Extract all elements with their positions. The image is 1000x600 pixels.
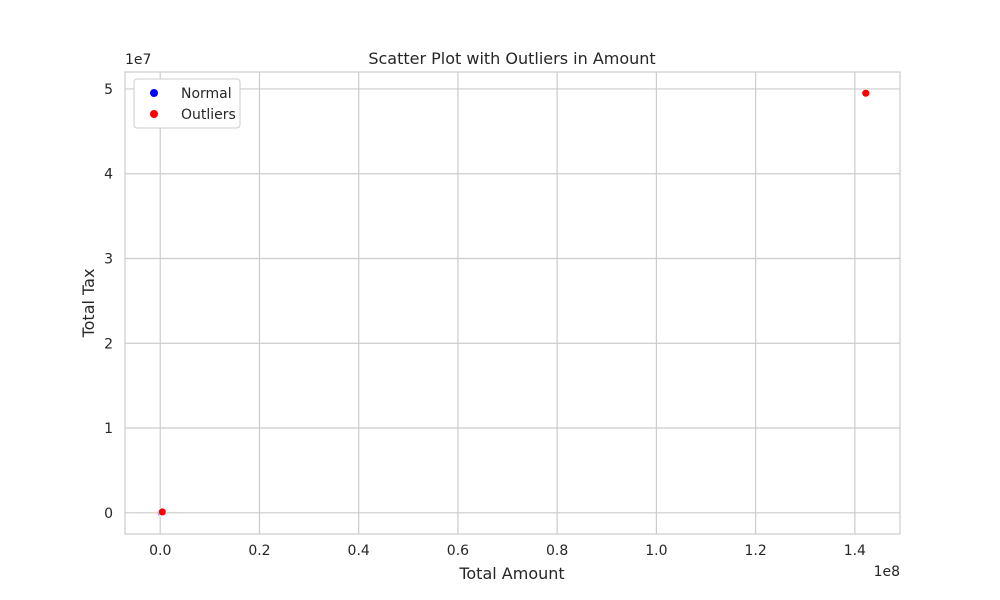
x-tick-label: 1.0	[645, 543, 667, 559]
plot-frame	[124, 71, 901, 535]
x-tick-label: 0.6	[447, 543, 469, 559]
y-tick-label: 5	[104, 82, 113, 98]
y-tick-label: 1	[104, 421, 113, 437]
y-tick-label: 2	[104, 336, 113, 352]
y-offset-label: 1e7	[125, 52, 151, 68]
legend-box	[133, 78, 241, 129]
y-tick-labels: 0 1 2 3 4 5	[104, 82, 113, 522]
data-point-outliers	[861, 88, 871, 98]
x-tick-label: 1.2	[744, 543, 766, 559]
y-axis-label: Total Tax	[79, 269, 98, 339]
y-tick-label: 3	[104, 251, 113, 267]
x-axis-label: Total Amount	[458, 564, 564, 583]
chart-title: Scatter Plot with Outliers in Amount	[368, 49, 655, 68]
legend: Normal Outliers	[133, 78, 241, 129]
y-tick-label: 0	[104, 506, 113, 522]
legend-marker-outliers	[150, 110, 158, 118]
legend-label-normal: Normal	[181, 86, 232, 102]
x-tick-label: 1.4	[844, 543, 866, 559]
x-tick-label: 0.4	[348, 543, 370, 559]
grid-lines	[125, 72, 900, 534]
legend-marker-normal	[150, 89, 158, 97]
x-tick-label: 0.0	[149, 543, 171, 559]
x-offset-label: 1e8	[874, 564, 900, 580]
data-points	[156, 88, 871, 517]
x-tick-labels: 0.0 0.2 0.4 0.6 0.8 1.0 1.2 1.4	[149, 543, 866, 559]
data-point-outliers	[157, 507, 167, 517]
x-tick-label: 0.8	[546, 543, 568, 559]
legend-label-outliers: Outliers	[181, 107, 236, 123]
x-tick-label: 0.2	[248, 543, 270, 559]
y-tick-label: 4	[104, 167, 113, 183]
